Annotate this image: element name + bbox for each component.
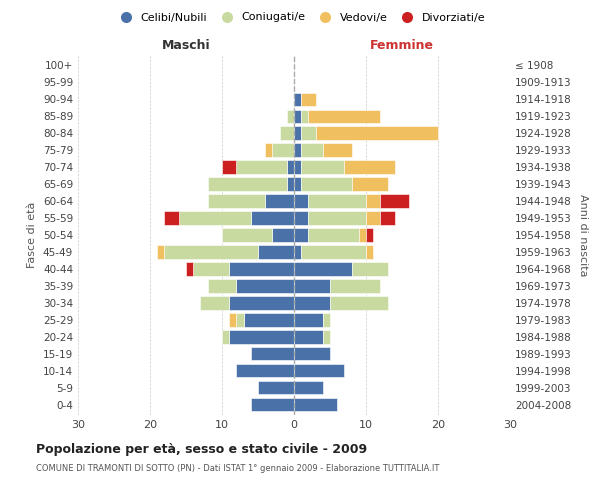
Bar (323, 144, 352, 156)
Bar (229, 296, 294, 310)
Bar (301, 92, 316, 106)
Bar (301, 246, 366, 258)
Bar (301, 126, 316, 140)
Bar (380, 194, 409, 207)
Bar (236, 160, 287, 173)
Bar (294, 246, 301, 258)
Bar (301, 178, 352, 190)
Bar (229, 330, 294, 344)
Bar (294, 398, 337, 411)
Bar (251, 398, 294, 411)
Bar (157, 246, 164, 258)
Bar (330, 296, 388, 310)
Bar (272, 144, 294, 156)
Bar (294, 178, 301, 190)
Text: Maschi: Maschi (161, 38, 211, 52)
Bar (265, 144, 272, 156)
Bar (294, 347, 330, 360)
Bar (251, 347, 294, 360)
Bar (294, 280, 330, 292)
Bar (294, 228, 308, 241)
Bar (287, 160, 294, 173)
Bar (294, 314, 323, 326)
Bar (294, 212, 308, 224)
Bar (294, 126, 301, 140)
Bar (352, 262, 388, 276)
Bar (251, 212, 294, 224)
Bar (294, 160, 301, 173)
Bar (301, 160, 344, 173)
Bar (308, 228, 359, 241)
Bar (272, 228, 294, 241)
Bar (208, 178, 287, 190)
Bar (186, 262, 193, 276)
Bar (208, 280, 236, 292)
Bar (236, 364, 294, 378)
Bar (301, 110, 308, 123)
Bar (280, 126, 294, 140)
Bar (366, 212, 380, 224)
Bar (287, 110, 294, 123)
Bar (229, 262, 294, 276)
Bar (366, 194, 380, 207)
Bar (200, 296, 229, 310)
Bar (316, 126, 438, 140)
Bar (164, 212, 179, 224)
Text: COMUNE DI TRAMONTI DI SOTTO (PN) - Dati ISTAT 1° gennaio 2009 - Elaborazione TUT: COMUNE DI TRAMONTI DI SOTTO (PN) - Dati … (36, 464, 439, 473)
Bar (236, 314, 244, 326)
Bar (308, 110, 380, 123)
Bar (344, 160, 395, 173)
Bar (265, 194, 294, 207)
Bar (352, 178, 388, 190)
Bar (330, 280, 380, 292)
Bar (236, 280, 294, 292)
Bar (294, 262, 352, 276)
Bar (294, 381, 323, 394)
Bar (380, 212, 395, 224)
Bar (294, 364, 344, 378)
Bar (287, 178, 294, 190)
Bar (229, 314, 236, 326)
Bar (294, 330, 323, 344)
Bar (164, 246, 258, 258)
Bar (222, 160, 236, 173)
Bar (366, 228, 373, 241)
Bar (294, 144, 301, 156)
Bar (294, 92, 301, 106)
Bar (258, 381, 294, 394)
Bar (294, 296, 330, 310)
Legend: Celibi/Nubili, Coniugati/e, Vedovi/e, Divorziati/e: Celibi/Nubili, Coniugati/e, Vedovi/e, Di… (110, 8, 490, 27)
Bar (301, 144, 323, 156)
Bar (308, 212, 366, 224)
Bar (222, 228, 272, 241)
Bar (222, 330, 229, 344)
Bar (294, 194, 308, 207)
Bar (359, 228, 366, 241)
Text: Femmine: Femmine (370, 38, 434, 52)
Text: Popolazione per età, sesso e stato civile - 2009: Popolazione per età, sesso e stato civil… (36, 442, 367, 456)
Bar (258, 246, 294, 258)
Bar (208, 194, 265, 207)
Bar (323, 314, 330, 326)
Bar (193, 262, 229, 276)
Bar (308, 194, 366, 207)
Bar (323, 330, 330, 344)
Bar (294, 110, 301, 123)
Bar (179, 212, 251, 224)
Y-axis label: Anni di nascita: Anni di nascita (578, 194, 588, 276)
Bar (366, 246, 373, 258)
Y-axis label: Fasce di età: Fasce di età (28, 202, 37, 268)
Bar (244, 314, 294, 326)
